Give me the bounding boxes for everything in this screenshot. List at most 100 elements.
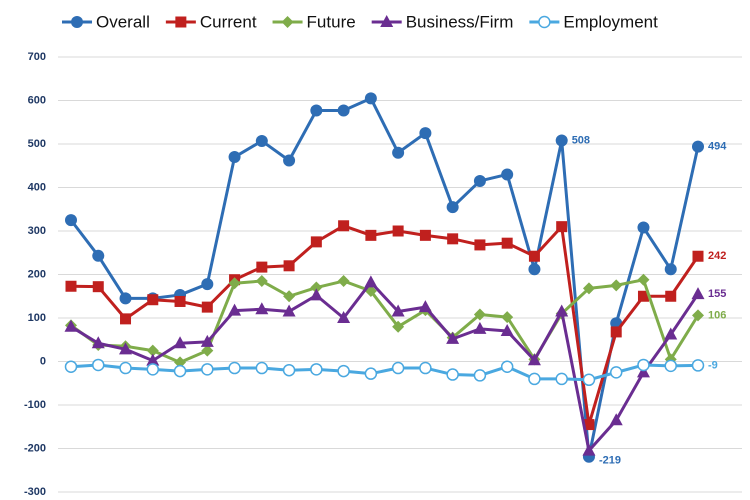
point (501, 168, 514, 181)
legend-label: Employment (563, 12, 658, 31)
point (501, 311, 514, 324)
point (446, 201, 459, 214)
point (609, 413, 623, 426)
point (447, 233, 459, 245)
point (91, 336, 105, 349)
point (391, 304, 405, 317)
series-line (70, 278, 700, 364)
point (64, 360, 78, 373)
point (92, 281, 104, 293)
point (174, 356, 187, 369)
point (283, 154, 296, 167)
legend-marker (380, 15, 394, 27)
data-label: 508 (572, 134, 590, 146)
point (691, 287, 705, 300)
legend-label: Current (200, 12, 257, 31)
point (65, 280, 77, 292)
y-tick-label: -300 (24, 486, 46, 498)
point (146, 353, 160, 366)
data-label: 106 (708, 309, 726, 321)
point (201, 278, 214, 291)
point (174, 295, 186, 307)
y-tick-label: 400 (28, 181, 46, 193)
point (201, 363, 214, 376)
point (418, 300, 432, 313)
point (637, 273, 650, 286)
point (255, 275, 268, 288)
point (201, 344, 214, 357)
point (92, 358, 105, 372)
point (147, 294, 159, 306)
point (337, 275, 350, 288)
series-line (70, 224, 700, 427)
y-tick-label: -100 (24, 399, 46, 411)
point (446, 368, 459, 381)
y-tick-label: 300 (28, 225, 46, 237)
point (501, 237, 513, 249)
point (120, 313, 132, 325)
point (310, 104, 323, 117)
point (610, 279, 623, 292)
point (228, 277, 241, 290)
legend-marker (538, 15, 551, 29)
point (582, 443, 596, 456)
legend-label: Overall (96, 12, 150, 31)
point (392, 225, 404, 237)
point (583, 419, 595, 431)
y-tick-label: 500 (28, 138, 46, 150)
point (228, 361, 241, 375)
legend-marker (281, 16, 294, 28)
point (364, 92, 377, 105)
point (119, 342, 133, 355)
point (664, 327, 678, 340)
point (310, 281, 323, 294)
legend-label: Future (307, 12, 356, 31)
point (173, 364, 187, 378)
point (364, 367, 378, 380)
point (556, 221, 568, 233)
point (146, 363, 160, 376)
legend-label: Business/Firm (406, 12, 514, 31)
point (64, 319, 78, 332)
y-tick-label: -200 (24, 442, 46, 454)
point (337, 311, 351, 323)
data-label: -9 (708, 359, 718, 371)
point (664, 263, 677, 276)
point (500, 360, 514, 373)
point (637, 358, 650, 372)
point (528, 372, 541, 386)
y-tick-label: 600 (28, 94, 46, 106)
point (337, 104, 350, 117)
point (474, 239, 486, 251)
point (283, 290, 296, 303)
point (255, 302, 269, 315)
data-label: -219 (599, 455, 621, 467)
point (146, 344, 159, 357)
point (528, 263, 541, 276)
point (637, 290, 649, 302)
series-line (69, 96, 700, 459)
data-label: 494 (708, 141, 727, 153)
point (582, 373, 596, 387)
point (527, 353, 541, 366)
point (392, 320, 405, 333)
legend-marker (71, 16, 83, 28)
point (391, 361, 405, 375)
point (664, 359, 677, 373)
point (255, 361, 269, 375)
point (282, 363, 296, 377)
point (228, 151, 241, 164)
point (473, 174, 486, 187)
legend-marker (175, 16, 187, 28)
point (282, 304, 296, 317)
point (309, 288, 323, 301)
point (255, 134, 268, 147)
point (119, 292, 132, 305)
point (528, 250, 540, 262)
point (636, 365, 650, 378)
y-tick-label: 700 (28, 51, 46, 63)
point (692, 250, 704, 262)
point (419, 229, 431, 241)
point (173, 336, 187, 349)
